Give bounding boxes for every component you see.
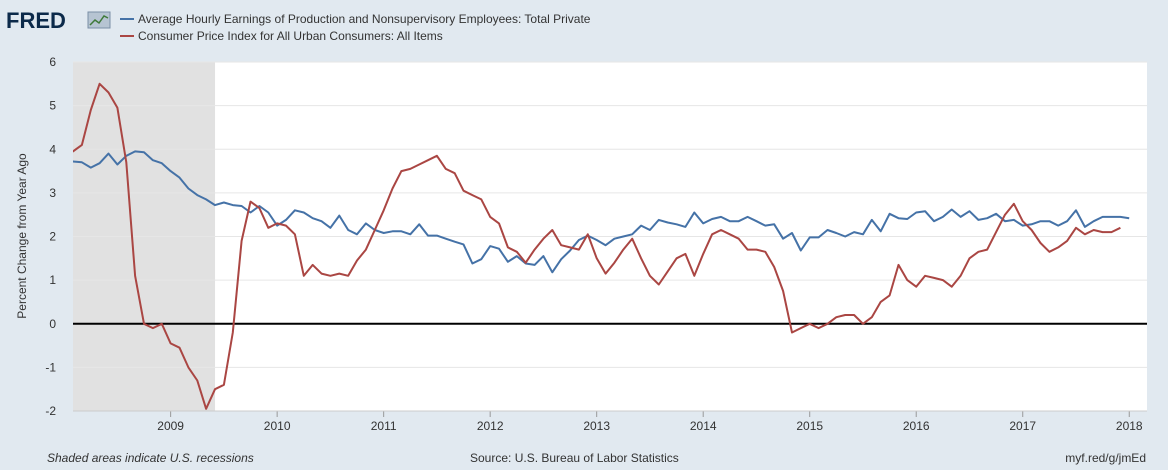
fred-logo: FRED [6, 8, 66, 33]
y-tick-label: 3 [49, 186, 56, 200]
y-tick-label: 2 [49, 230, 56, 244]
x-tick-label: 2014 [690, 419, 717, 433]
x-axis-ticks: 2009 2010 2011 2012 2013 2014 2015 2016 2017 2018 [73, 410, 1147, 433]
short-link[interactable]: myf.red/g/jmEd [1065, 451, 1146, 465]
x-tick-label: 2010 [264, 419, 291, 433]
series-line-cpi [73, 82, 1121, 410]
x-tick-label: 2013 [583, 419, 610, 433]
y-axis-ticks: -2 -1 0 1 2 3 4 5 6 [45, 55, 56, 418]
series-line-wages [73, 150, 1130, 274]
y-tick-label: 1 [49, 273, 56, 287]
y-tick-label: 4 [49, 142, 56, 156]
x-tick-label: 2016 [903, 419, 930, 433]
x-tick-label: 2011 [371, 419, 397, 433]
y-tick-label: 6 [49, 55, 56, 69]
x-tick-label: 2017 [1009, 419, 1036, 433]
y-tick-label: -1 [45, 360, 56, 374]
y-axis-label: Percent Change from Year Ago [15, 153, 29, 319]
trend-chart-icon [87, 11, 111, 29]
y-tick-label: -2 [45, 404, 56, 418]
x-tick-label: 2018 [1116, 419, 1143, 433]
y-tick-label: 0 [49, 317, 56, 331]
x-tick-label: 2015 [796, 419, 823, 433]
y-tick-label: 5 [49, 99, 56, 113]
recession-note: Shaded areas indicate U.S. recessions [47, 451, 254, 465]
x-tick-label: 2009 [157, 419, 184, 433]
legend: Average Hourly Earnings of Production an… [120, 12, 591, 43]
source-note: Source: U.S. Bureau of Labor Statistics [470, 451, 679, 465]
x-tick-label: 2012 [477, 419, 504, 433]
series-lines [73, 82, 1130, 410]
legend-label-wages: Average Hourly Earnings of Production an… [138, 12, 591, 26]
legend-label-cpi: Consumer Price Index for All Urban Consu… [138, 29, 443, 43]
